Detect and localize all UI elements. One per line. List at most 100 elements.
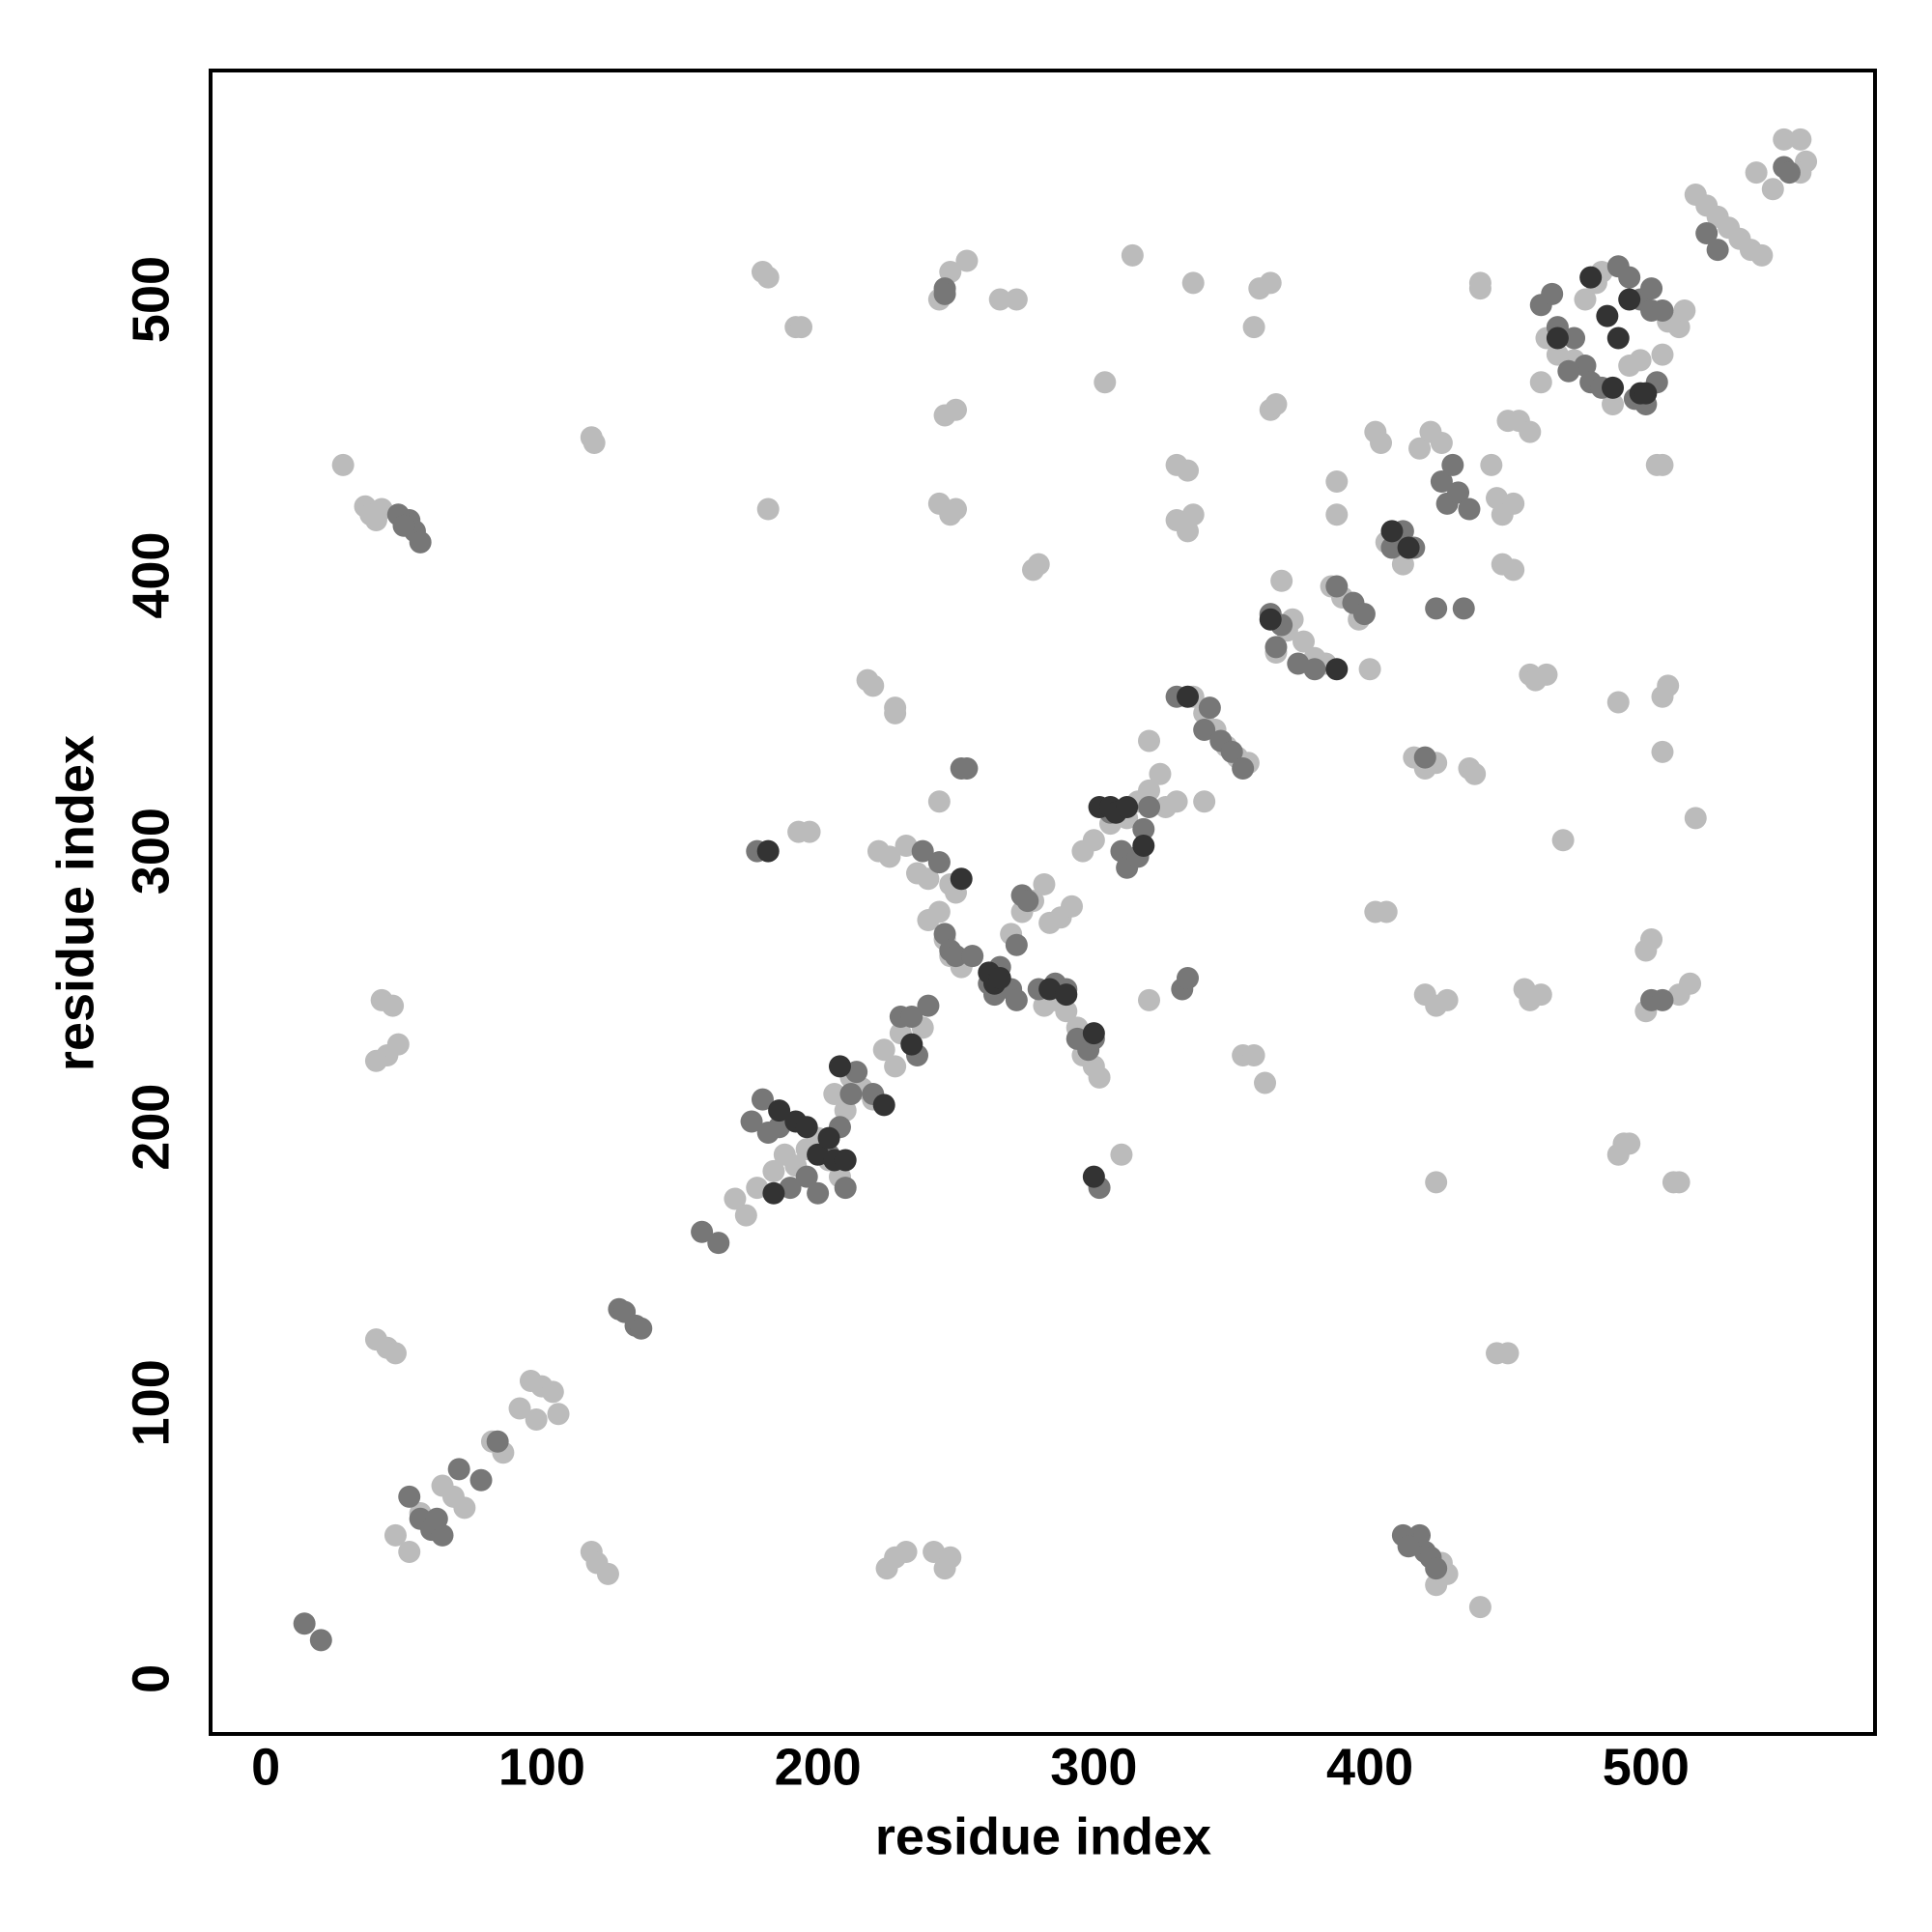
contact-point [895,1541,918,1564]
contact-point [1458,497,1481,521]
contact-point [1750,243,1774,267]
contact-point [1138,729,1161,753]
contact-point [927,851,951,874]
contact-point [1138,779,1161,802]
contact-point [1618,266,1641,289]
contact-point [1177,967,1200,990]
contact-point [927,790,951,813]
contact-point [1651,453,1674,476]
contact-point [525,1407,548,1431]
contact-point [1777,161,1801,185]
contact-point [756,497,780,521]
contact-point [1325,503,1349,526]
contact-point [950,867,973,891]
contact-point [1116,795,1139,818]
contact-point [1005,988,1028,1011]
contact-point [1435,988,1459,1011]
contact-point [900,1033,923,1056]
contact-point [1293,630,1316,653]
contact-point [1563,327,1586,350]
contact-point [839,1082,863,1105]
contact-point [309,1629,332,1652]
contact-point [807,1181,830,1205]
contact-point [596,1562,619,1585]
contact-point [707,1232,730,1255]
contact-point [798,820,821,843]
contact-point [1094,371,1117,394]
contact-point [740,1110,763,1133]
contact-point [756,266,780,289]
contact-point [1370,432,1393,455]
contact-point [541,1380,564,1404]
contact-point [911,839,934,863]
contact-point [1242,1043,1265,1066]
contact-point [1529,371,1552,394]
contact-point [1033,872,1056,895]
contact-point [1463,762,1487,785]
contact-point [1651,343,1674,366]
contact-point [1380,520,1404,543]
contact-point [939,1546,962,1569]
contact-point [1242,316,1265,339]
contact-point [1055,1000,1078,1023]
contact-point [1496,1342,1520,1365]
contact-point [1027,553,1050,576]
contact-point [1005,288,1028,311]
contact-point [955,249,979,272]
contact-point [1232,756,1255,780]
contact-point [944,398,967,421]
contact-point [762,1181,785,1205]
contact-point [933,282,956,305]
contact-point [795,1165,818,1188]
contact-point [1358,658,1381,681]
contact-point [1397,1535,1420,1558]
contact-point [1259,608,1282,631]
contact-point [1651,988,1674,1011]
contact-point [1055,983,1078,1007]
contact-point [1425,1557,1448,1580]
contact-point [1618,1132,1641,1155]
contact-point [1546,327,1569,350]
contact-point [1181,503,1205,526]
contact-point [1325,575,1349,598]
contact-point [817,1126,840,1150]
contact-point [1220,740,1243,763]
contact-point [1602,393,1625,416]
contact-point [1082,829,1105,852]
contact-point [1634,382,1658,405]
contact-point [331,453,355,476]
contact-point [1408,437,1432,460]
contact-point [453,1496,476,1520]
x-tick-label: 300 [1050,1738,1137,1796]
contact-point [1352,603,1376,626]
contact-point [1519,420,1542,443]
contact-point [927,900,951,923]
contact-point [1618,288,1641,311]
contact-point [1430,432,1453,455]
contact-point [988,967,1011,990]
contact-point [1640,928,1663,952]
contact-point [382,994,405,1017]
contact-point [1193,719,1216,742]
contact-point [862,674,885,697]
contact-point [1529,983,1552,1007]
contact-point [1596,304,1619,327]
plot-frame [209,69,1877,1736]
contact-point [486,1430,509,1453]
contact-point [392,514,415,537]
contact-point [834,1177,857,1200]
contact-point [1110,1143,1133,1166]
contact-point [293,1612,316,1635]
contact-point [1325,470,1349,494]
contact-point [988,288,1011,311]
contact-point [1535,663,1558,686]
contact-point [1667,1171,1690,1194]
contact-point [1425,1171,1448,1194]
contact-point [1557,359,1580,383]
contact-point [1651,740,1674,763]
contact-point [768,1099,791,1122]
contact-point [1502,558,1525,582]
contact-point [961,945,984,968]
